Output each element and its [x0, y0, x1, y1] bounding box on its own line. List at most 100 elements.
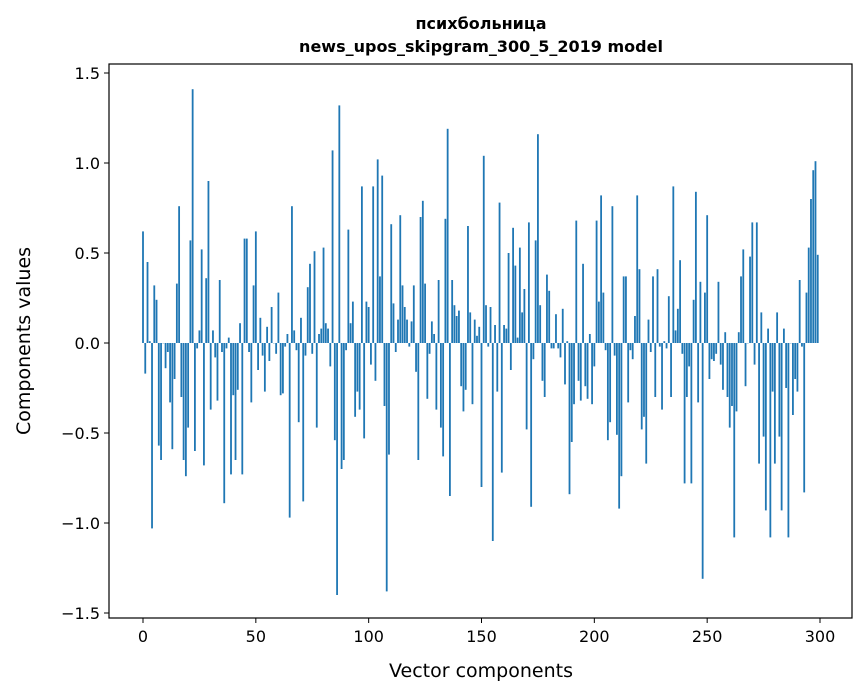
bar [763, 343, 765, 437]
bar [661, 343, 663, 410]
bar [420, 217, 422, 343]
bar [794, 343, 796, 379]
bar [334, 343, 336, 440]
bar [442, 343, 444, 456]
bar [343, 343, 345, 460]
bar [799, 280, 801, 343]
bar [323, 248, 325, 343]
bar [706, 215, 708, 343]
bar [736, 343, 738, 411]
bar [697, 343, 699, 402]
bar [808, 248, 810, 343]
bar [230, 343, 232, 474]
bar [765, 343, 767, 510]
bar [189, 240, 191, 343]
bar [472, 343, 474, 404]
bar [451, 280, 453, 343]
bar [535, 240, 537, 343]
bar [657, 269, 659, 343]
bar [289, 343, 291, 518]
bars-group [142, 89, 819, 595]
bar [551, 343, 553, 348]
bar [305, 343, 307, 356]
bar [388, 343, 390, 455]
bar [228, 338, 230, 343]
bar [630, 343, 632, 350]
bar [402, 285, 404, 343]
bar [580, 343, 582, 401]
bar [469, 312, 471, 343]
bar [282, 343, 284, 393]
bar [650, 343, 652, 352]
bar [501, 343, 503, 473]
bar [478, 327, 480, 343]
bar [616, 343, 618, 435]
bar [449, 343, 451, 496]
bar [183, 343, 185, 460]
bar [539, 305, 541, 343]
chart-title: психбольница [416, 14, 547, 33]
bar [751, 222, 753, 343]
bar [605, 343, 607, 350]
bar [325, 323, 327, 343]
bar [239, 323, 241, 343]
bar [377, 159, 379, 343]
bar [345, 343, 347, 350]
bar [180, 343, 182, 397]
bar [675, 330, 677, 343]
bar [221, 343, 223, 352]
bar [729, 343, 731, 428]
bar [192, 89, 194, 343]
bar [679, 260, 681, 343]
bar [542, 343, 544, 381]
bar [429, 343, 431, 354]
bar [262, 343, 264, 356]
bar [557, 343, 559, 348]
bar [654, 343, 656, 397]
bar [648, 320, 650, 343]
bar [287, 334, 289, 343]
bar [196, 343, 198, 348]
bar [144, 343, 146, 374]
bar [332, 150, 334, 343]
bar [375, 343, 377, 381]
bar [481, 343, 483, 487]
bar [699, 282, 701, 343]
y-tick-label: 1.5 [75, 64, 100, 83]
x-tick-label: 200 [579, 627, 610, 646]
bar [352, 302, 354, 343]
bar [496, 343, 498, 392]
bar [643, 343, 645, 417]
bar [406, 320, 408, 343]
bar [693, 300, 695, 343]
bar [248, 343, 250, 352]
bar [302, 343, 304, 501]
bar [663, 341, 665, 343]
bar [194, 343, 196, 451]
bar [147, 262, 149, 343]
bar [544, 343, 546, 397]
bar [208, 181, 210, 343]
bar [659, 343, 661, 347]
bar [408, 343, 410, 347]
bar [153, 285, 155, 343]
bar [483, 156, 485, 343]
bar [309, 264, 311, 343]
bar [806, 293, 808, 343]
bar [205, 278, 207, 343]
bar [499, 203, 501, 343]
y-tick-label: 0.0 [75, 334, 100, 353]
bar [727, 343, 729, 397]
bar [555, 314, 557, 343]
y-tick-label: 1.0 [75, 154, 100, 173]
bar [749, 257, 751, 343]
bar [264, 343, 266, 392]
bar [718, 282, 720, 343]
bar [560, 343, 562, 357]
bar [598, 302, 600, 343]
bar [417, 343, 419, 460]
bar [611, 206, 613, 343]
bar [738, 332, 740, 343]
